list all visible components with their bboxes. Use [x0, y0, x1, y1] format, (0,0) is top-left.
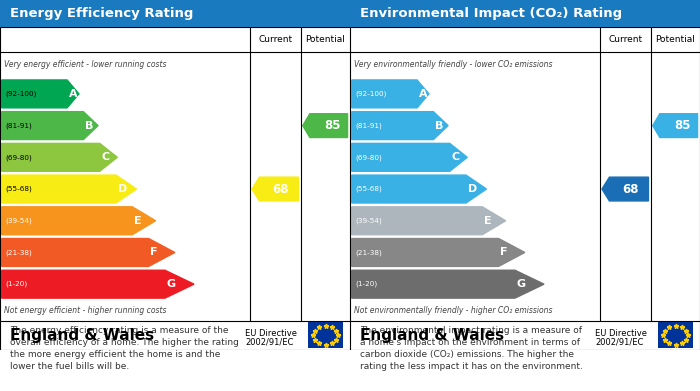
Text: 68: 68	[622, 183, 639, 196]
Text: E: E	[134, 216, 141, 226]
Text: 68: 68	[272, 183, 289, 196]
Polygon shape	[1, 207, 155, 235]
Text: England & Wales: England & Wales	[10, 328, 155, 343]
Text: C: C	[452, 152, 460, 162]
Text: F: F	[500, 248, 508, 257]
Polygon shape	[1, 80, 79, 108]
Text: EU Directive: EU Directive	[595, 329, 647, 338]
Text: D: D	[118, 184, 127, 194]
Text: F: F	[150, 248, 158, 257]
Text: (1-20): (1-20)	[6, 281, 27, 287]
Text: Very energy efficient - lower running costs: Very energy efficient - lower running co…	[4, 60, 166, 69]
Text: B: B	[85, 120, 94, 131]
Text: (55-68): (55-68)	[6, 186, 32, 192]
Bar	[251, 27, 350, 52]
Text: (69-80): (69-80)	[355, 154, 382, 161]
Text: Not environmentally friendly - higher CO₂ emissions: Not environmentally friendly - higher CO…	[354, 306, 552, 315]
Text: 2002/91/EC: 2002/91/EC	[245, 337, 293, 346]
Text: A: A	[69, 89, 78, 99]
Text: The energy efficiency rating is a measure of the
overall efficiency of a home. T: The energy efficiency rating is a measur…	[10, 326, 239, 371]
Text: (92-100): (92-100)	[355, 91, 386, 97]
Text: (92-100): (92-100)	[6, 91, 36, 97]
Text: (21-38): (21-38)	[6, 249, 32, 256]
Text: 2002/91/EC: 2002/91/EC	[595, 337, 643, 346]
Polygon shape	[1, 143, 118, 171]
Polygon shape	[252, 177, 298, 201]
Text: (81-91): (81-91)	[355, 122, 382, 129]
Text: Energy Efficiency Rating: Energy Efficiency Rating	[10, 7, 194, 20]
Polygon shape	[351, 143, 468, 171]
Polygon shape	[1, 175, 136, 203]
Text: G: G	[167, 279, 176, 289]
Text: (39-54): (39-54)	[6, 217, 32, 224]
Text: Potential: Potential	[306, 34, 345, 43]
Text: (21-38): (21-38)	[355, 249, 382, 256]
Text: G: G	[517, 279, 526, 289]
Text: Very environmentally friendly - lower CO₂ emissions: Very environmentally friendly - lower CO…	[354, 60, 552, 69]
Text: The environmental impact rating is a measure of
a home's impact on the environme: The environmental impact rating is a mea…	[360, 326, 583, 371]
Text: C: C	[102, 152, 110, 162]
Polygon shape	[1, 270, 194, 298]
Text: Environmental Impact (CO₂) Rating: Environmental Impact (CO₂) Rating	[360, 7, 622, 20]
Text: D: D	[468, 184, 477, 194]
Polygon shape	[351, 239, 525, 266]
Text: (39-54): (39-54)	[355, 217, 382, 224]
Text: (69-80): (69-80)	[6, 154, 32, 161]
Polygon shape	[652, 114, 697, 138]
Polygon shape	[351, 175, 486, 203]
Polygon shape	[351, 112, 448, 140]
Polygon shape	[1, 112, 98, 140]
Text: (55-68): (55-68)	[355, 186, 382, 192]
Polygon shape	[1, 239, 175, 266]
Polygon shape	[602, 177, 648, 201]
Text: (1-20): (1-20)	[355, 281, 377, 287]
Text: 85: 85	[674, 119, 691, 132]
Text: Potential: Potential	[656, 34, 695, 43]
Polygon shape	[351, 207, 505, 235]
Text: EU Directive: EU Directive	[245, 329, 297, 338]
Text: A: A	[419, 89, 428, 99]
Text: B: B	[435, 120, 444, 131]
Text: Not energy efficient - higher running costs: Not energy efficient - higher running co…	[4, 306, 166, 315]
Text: Current: Current	[608, 34, 643, 43]
Polygon shape	[351, 80, 429, 108]
Text: England & Wales: England & Wales	[360, 328, 505, 343]
Text: (81-91): (81-91)	[6, 122, 32, 129]
Polygon shape	[351, 270, 544, 298]
Text: Current: Current	[258, 34, 293, 43]
Text: 85: 85	[324, 119, 341, 132]
Polygon shape	[302, 114, 347, 138]
Bar	[601, 27, 700, 52]
Text: E: E	[484, 216, 491, 226]
